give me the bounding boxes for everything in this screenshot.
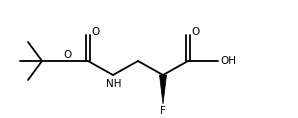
Polygon shape <box>159 75 167 104</box>
Text: O: O <box>92 27 100 37</box>
Text: NH: NH <box>106 79 122 89</box>
Text: O: O <box>63 50 71 60</box>
Text: O: O <box>192 27 200 37</box>
Text: OH: OH <box>220 56 236 66</box>
Text: F: F <box>160 106 166 116</box>
